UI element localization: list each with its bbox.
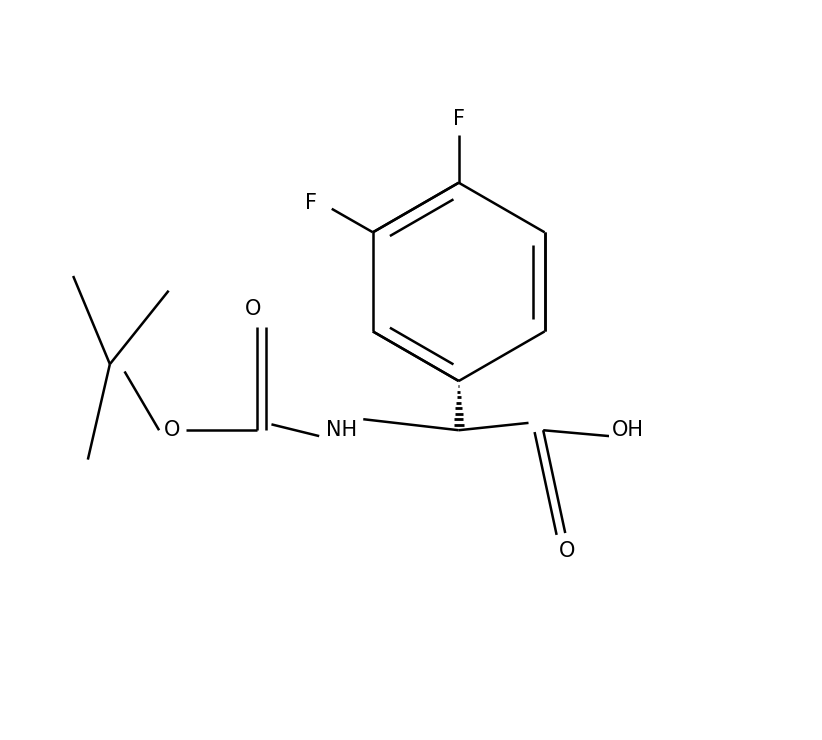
Text: OH: OH [612,420,644,440]
Text: F: F [453,109,464,129]
Text: O: O [164,420,181,440]
Text: O: O [245,299,261,319]
Text: NH: NH [326,420,357,440]
Text: F: F [305,193,317,213]
Text: O: O [558,542,575,562]
